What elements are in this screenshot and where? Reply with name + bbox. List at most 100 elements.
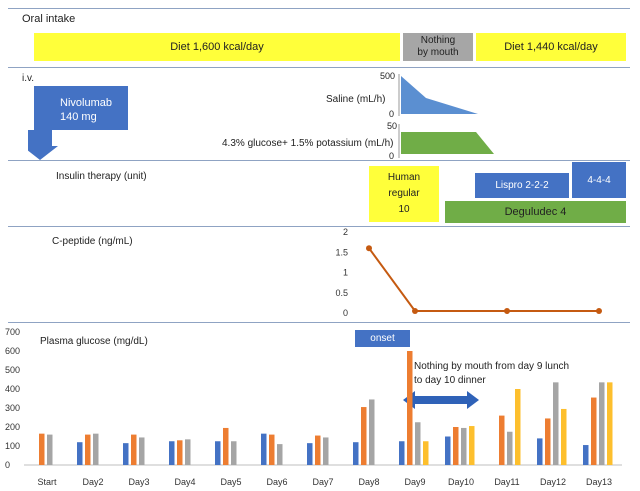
glucose-chart-title: Plasma glucose (mg/dL) [40, 336, 148, 347]
x-tick-label: Day4 [174, 477, 195, 487]
x-tick-label: Day6 [266, 477, 287, 487]
glucose-bar [607, 382, 613, 465]
c-peptide-y-tick: 0.5 [335, 288, 348, 298]
saline-area-chart [398, 74, 478, 116]
saline-label: Saline (mL/h) [326, 94, 386, 105]
glucose-bar [261, 433, 267, 465]
glucose-bar [507, 431, 513, 465]
glucose-bar [139, 437, 145, 465]
glucose-bar [269, 434, 275, 465]
glucose-area-chart [398, 124, 494, 158]
nivolumab-arrow [28, 86, 128, 160]
glucose-bar [169, 441, 175, 465]
glucose-tick-max: 50 [387, 121, 398, 131]
glucose-bar [231, 441, 237, 465]
c-peptide-y-tick: 1.5 [335, 247, 348, 257]
glucose-bar [445, 436, 451, 465]
glucose-bar [353, 442, 359, 465]
glucose-bar [361, 407, 367, 465]
y-tick-label: 600 [5, 346, 20, 356]
lispro-label: Lispro 2-2-2 [495, 180, 549, 191]
nivolumab-dose: 140 mg [60, 111, 97, 123]
section-divider [8, 322, 630, 323]
saline-tick-max: 500 [380, 71, 396, 81]
glucose-bar [131, 434, 137, 465]
glucose-potassium-label: 4.3% glucose+ 1.5% potassium (mL/h) [222, 138, 394, 149]
section-divider [8, 226, 630, 227]
glucose-bar [177, 440, 183, 465]
glucose-bar [39, 433, 45, 465]
y-tick-label: 200 [5, 422, 20, 432]
diet-1440-label: Diet 1,440 kcal/day [504, 41, 598, 53]
diet-1600-label: Diet 1,600 kcal/day [170, 41, 264, 53]
x-tick-label: Day8 [358, 477, 379, 487]
degludec-bar: Deguludec 4 [445, 201, 626, 223]
saline-tick-min: 0 [389, 109, 395, 119]
glucose-bar [77, 442, 83, 465]
lispro-high-label: 4-4-4 [587, 174, 611, 186]
glucose-bar [223, 427, 229, 465]
x-tick-label: Day2 [82, 477, 103, 487]
x-tick-label: Day12 [540, 477, 566, 487]
x-tick-label: Start [37, 477, 57, 487]
onset-marker: onset [355, 330, 410, 347]
glucose-bar [583, 445, 589, 465]
plasma-glucose-chart: 0 100 200 300 400 500 600 700 Start Day2 Day3 Day4… [5, 327, 622, 487]
c-peptide-point [596, 307, 602, 314]
section-divider [8, 160, 630, 161]
glucose-bar [537, 438, 543, 465]
human-regular-dose: 10 [398, 204, 410, 215]
y-tick-label: 700 [5, 327, 20, 337]
glucose-bar [561, 408, 567, 465]
glucose-bar [47, 434, 53, 465]
glucose-bar [399, 441, 405, 465]
y-tick-label: 100 [5, 441, 20, 451]
c-peptide-point [366, 245, 372, 252]
iv-title: i.v. [22, 73, 35, 84]
glucose-bar [215, 441, 221, 465]
diet-1600-bar: Diet 1,600 kcal/day [34, 33, 400, 61]
y-tick-label: 300 [5, 403, 20, 413]
glucose-bar [323, 437, 329, 465]
nothing-by-mouth-line1: Nothing [420, 35, 456, 46]
glucose-bar [453, 427, 459, 465]
glucose-bar [515, 389, 521, 465]
glucose-bar [461, 427, 467, 465]
y-tick-label: 500 [5, 365, 20, 375]
saline-area [401, 76, 478, 114]
c-peptide-chart: 2 1.5 1 0.5 0 [335, 227, 602, 318]
nothing-by-mouth-note: Nothing by mouth from day 9 lunch to day… [414, 360, 569, 388]
x-tick-label: Day5 [220, 477, 241, 487]
glucose-bar [469, 426, 475, 465]
glucose-bar [591, 397, 597, 465]
c-peptide-y-tick: 0 [343, 308, 348, 318]
x-tick-label: Day11 [494, 477, 519, 487]
degludec-label: Deguludec 4 [504, 206, 567, 218]
glucose-bar [415, 422, 421, 465]
y-tick-label: 400 [5, 384, 20, 394]
glucose-bar [93, 433, 99, 465]
section-divider [8, 67, 630, 68]
glucose-bar [599, 382, 605, 465]
insulin-title: Insulin therapy (unit) [56, 171, 147, 182]
nothing-by-mouth-range-arrow [403, 391, 479, 409]
human-regular-bar: Human regular 10 [369, 166, 439, 222]
human-regular-line1: Human [387, 172, 421, 183]
nothing-by-mouth-line2: by mouth [417, 47, 459, 58]
x-tick-label: Day7 [312, 477, 333, 487]
glucose-bar [423, 441, 429, 465]
glucose-bar [407, 351, 413, 465]
nothing-by-mouth-bar: Nothing by mouth [403, 33, 473, 61]
x-tick-label: Day9 [404, 477, 425, 487]
x-tick-label: Day10 [448, 477, 474, 487]
onset-label: onset [370, 333, 395, 344]
glucose-bar [123, 443, 129, 465]
note-line2: to day 10 dinner [414, 375, 486, 386]
glucose-bar [499, 415, 505, 465]
nivolumab-label: Nivolumab 140 mg [60, 96, 112, 124]
lispro-high-bar: 4-4-4 [572, 162, 626, 198]
glucose-bar [277, 444, 283, 465]
glucose-bar [369, 399, 375, 465]
section-divider [8, 8, 630, 9]
